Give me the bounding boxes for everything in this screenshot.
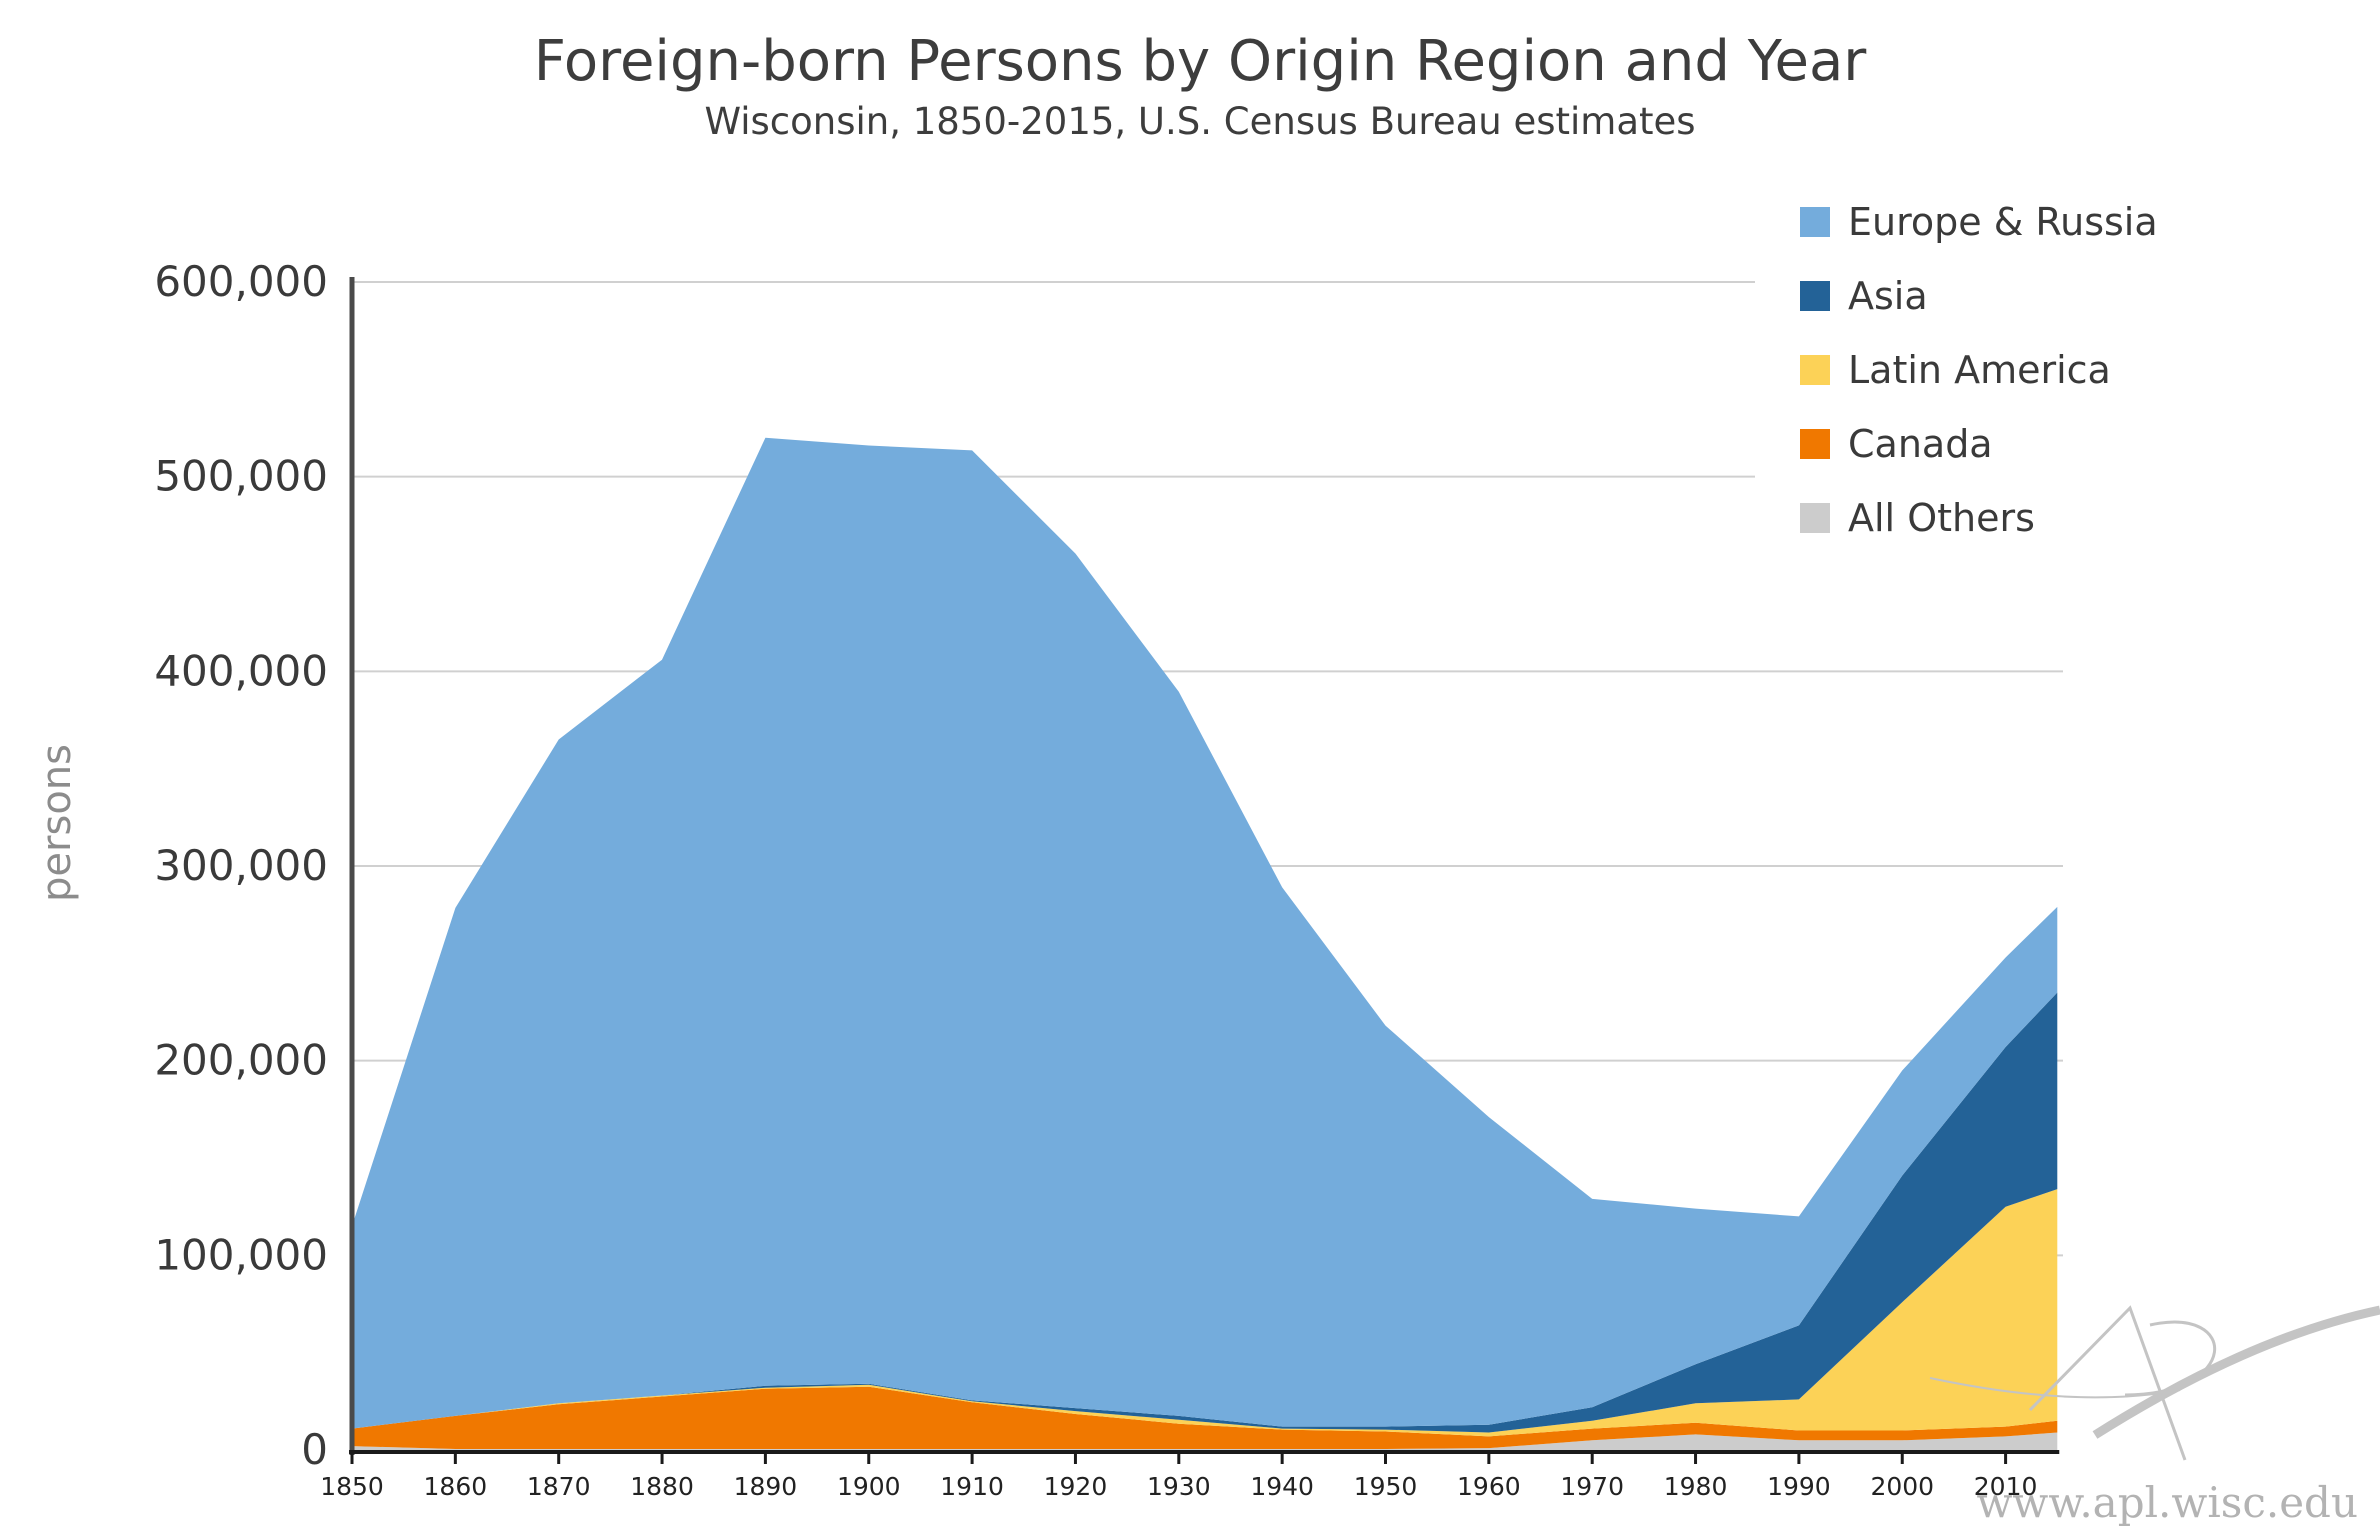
y-tick-label: 0 [301, 1425, 328, 1474]
chart-subtitle: Wisconsin, 1850-2015, U.S. Census Bureau… [704, 100, 1695, 143]
area-layers [352, 437, 2058, 1450]
x-tick-label: 1850 [320, 1472, 384, 1501]
series-area-latin-america [352, 1189, 2058, 1437]
legend-swatch-all-others [1800, 503, 1830, 533]
series-area-all-others [352, 1432, 2058, 1450]
x-tick-label: 1980 [1664, 1472, 1728, 1501]
logo-letter-a [2028, 1305, 2187, 1461]
x-tick-label: 1910 [940, 1472, 1004, 1501]
legend-label-asia: Asia [1848, 274, 1928, 318]
series-area-europe-russia [352, 437, 2058, 1429]
apl-logo [1929, 1305, 2380, 1461]
x-tick-label: 1880 [630, 1472, 694, 1501]
x-tick-label: 1930 [1147, 1472, 1211, 1501]
axes [349, 277, 2060, 1455]
chart-title: Foreign-born Persons by Origin Region an… [534, 29, 1868, 94]
legend-label-all-others: All Others [1848, 496, 2035, 540]
legend-swatch-europe-russia [1800, 207, 1830, 237]
x-tick-label: 2010 [1974, 1472, 2038, 1501]
x-tick-labels: 1850 1860 1870 1880 1890 1900 1910 1920 1930 1940… [320, 1452, 2037, 1501]
x-tick-label: 1890 [734, 1472, 798, 1501]
legend: Europe & Russia Asia Latin America Canada Al… [1800, 200, 2158, 540]
legend-label-latin-america: Latin America [1848, 348, 2111, 392]
x-tick-label: 1960 [1457, 1472, 1521, 1501]
legend-swatch-asia [1800, 281, 1830, 311]
watermark-url: www.apl.wisc.edu [1976, 1478, 2358, 1527]
x-tick-label: 1870 [527, 1472, 591, 1501]
y-tick-label: 300,000 [154, 841, 328, 890]
legend-label-canada: Canada [1848, 422, 1993, 466]
y-tick-label: 400,000 [154, 646, 328, 695]
x-tick-label: 2000 [1870, 1472, 1934, 1501]
x-tick-label: 1940 [1250, 1472, 1314, 1501]
logo-arc [1929, 1377, 2181, 1399]
y-tick-label: 500,000 [154, 452, 328, 501]
x-tick-label: 1970 [1560, 1472, 1624, 1501]
x-tick-label: 1990 [1767, 1472, 1831, 1501]
y-tick-labels: 0 100,000 200,000 300,000 400,000 500,000 600,… [154, 257, 328, 1474]
x-tick-label: 1920 [1044, 1472, 1108, 1501]
x-tick-label: 1900 [837, 1472, 901, 1501]
x-tick-label: 1950 [1354, 1472, 1418, 1501]
legend-swatch-canada [1800, 429, 1830, 459]
logo-swoosh [2092, 1305, 2380, 1439]
logo-letter-p [2124, 1320, 2216, 1397]
y-axis-label: persons [34, 744, 80, 902]
legend-label-europe-russia: Europe & Russia [1848, 200, 2158, 244]
legend-swatch-latin-america [1800, 355, 1830, 385]
y-tick-label: 200,000 [154, 1036, 328, 1085]
y-tick-label: 100,000 [154, 1230, 328, 1279]
series-area-canada [352, 1386, 2058, 1449]
x-tick-label: 1860 [424, 1472, 488, 1501]
y-tick-label: 600,000 [154, 257, 328, 306]
